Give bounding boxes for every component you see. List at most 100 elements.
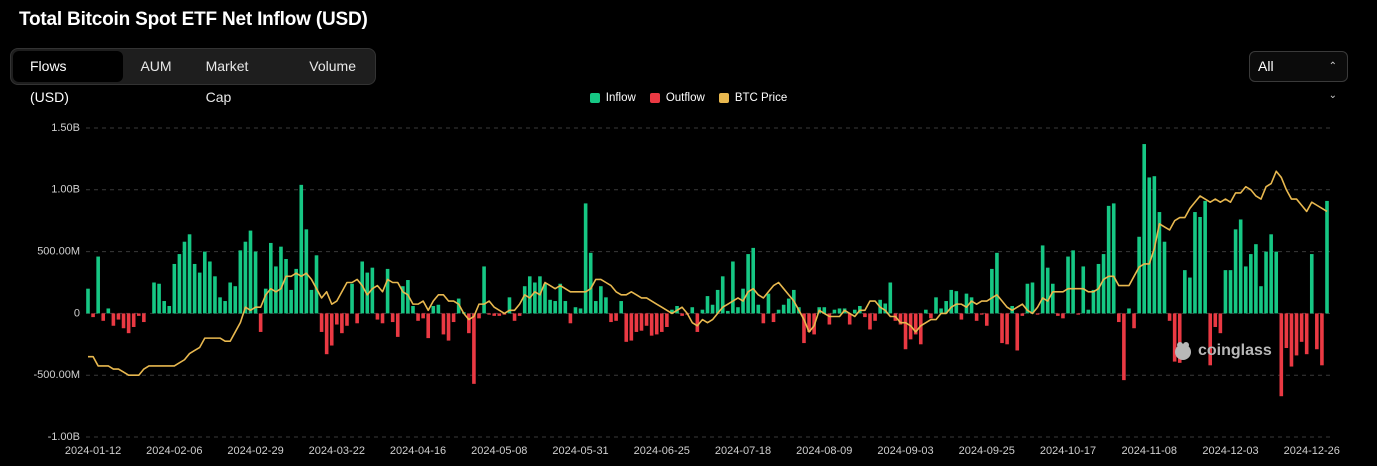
bar — [426, 313, 431, 339]
bar — [350, 283, 354, 314]
bar — [274, 266, 278, 314]
x-tick-label: 2024-12-26 — [1284, 445, 1340, 457]
bar — [208, 261, 212, 314]
bar — [1259, 286, 1263, 314]
bar — [929, 313, 933, 319]
legend-swatch — [649, 93, 660, 103]
bar — [898, 313, 903, 325]
bar — [1127, 308, 1131, 314]
bar — [979, 313, 984, 315]
bar — [1228, 270, 1233, 314]
bar — [279, 246, 283, 314]
bar — [1279, 313, 1284, 397]
bar — [868, 313, 872, 330]
bar — [1157, 212, 1162, 314]
x-tick-label: 2024-09-25 — [959, 445, 1015, 457]
bar — [497, 313, 502, 316]
tab[interactable]: Flows (USD) — [13, 51, 124, 105]
bar — [248, 230, 253, 314]
bar — [1142, 144, 1146, 314]
legend-label: Inflow — [605, 92, 636, 104]
bar — [482, 266, 486, 314]
bar — [319, 313, 324, 332]
bar — [1198, 216, 1202, 314]
bar — [918, 313, 923, 345]
bar — [1274, 251, 1279, 314]
bar — [456, 298, 461, 314]
bar — [944, 301, 948, 314]
bar — [1294, 313, 1299, 356]
bar — [786, 298, 791, 314]
bar — [1071, 250, 1075, 314]
bar — [654, 313, 659, 335]
watermark: coinglass — [1172, 340, 1272, 362]
bar — [629, 313, 634, 341]
bar — [172, 263, 177, 314]
bar — [751, 247, 756, 314]
bar — [390, 313, 395, 323]
bar — [1315, 313, 1319, 350]
bar — [1076, 313, 1080, 315]
bar — [1183, 270, 1187, 314]
bar — [421, 313, 425, 319]
bar — [258, 313, 263, 332]
bar — [1193, 212, 1197, 314]
bar — [1056, 313, 1060, 316]
bar — [639, 313, 644, 331]
bar — [614, 313, 618, 321]
bar — [883, 303, 888, 314]
y-tick-label: 1.00B — [51, 184, 80, 196]
bar — [167, 305, 172, 314]
range-select[interactable]: All ⌃ ⌄ — [1249, 51, 1348, 101]
bar — [284, 259, 288, 314]
bar — [401, 286, 405, 314]
bar — [182, 241, 187, 314]
legend-item[interactable]: Outflow — [649, 92, 705, 104]
legend-item[interactable]: BTC Price — [718, 92, 787, 104]
bar — [1167, 313, 1172, 321]
legend-item[interactable]: Inflow — [589, 92, 636, 104]
x-tick-label: 2024-11-08 — [1122, 445, 1177, 457]
bar — [1188, 277, 1192, 314]
legend-swatch — [718, 93, 729, 103]
bar — [1162, 241, 1167, 314]
bar — [659, 313, 664, 332]
bar — [995, 252, 999, 314]
bar — [781, 304, 786, 314]
bar — [1111, 203, 1116, 314]
bar — [406, 280, 410, 314]
bar — [888, 282, 893, 314]
bar — [441, 313, 446, 335]
bar — [192, 263, 197, 314]
tab-bar: Flows (USD) AUM Market Cap Volume — [10, 48, 376, 105]
bar — [807, 313, 811, 332]
bar — [847, 313, 852, 325]
bar — [202, 251, 207, 314]
bar — [1091, 289, 1096, 314]
bar — [187, 234, 192, 314]
bar — [91, 313, 95, 318]
bar — [563, 301, 568, 314]
bar — [726, 310, 730, 314]
bar — [604, 297, 608, 314]
bar — [802, 313, 806, 344]
bar — [1203, 200, 1207, 314]
bar — [609, 313, 613, 323]
bar — [213, 276, 217, 314]
bar — [345, 313, 349, 326]
bar — [837, 308, 842, 314]
bar — [1061, 313, 1065, 319]
bar — [1309, 254, 1314, 314]
watermark-icon — [1175, 342, 1191, 360]
tab[interactable]: AUM — [140, 58, 172, 74]
bar — [416, 313, 420, 321]
tab[interactable]: Volume — [309, 58, 356, 74]
bar — [512, 313, 517, 321]
bar — [1243, 266, 1248, 314]
tab[interactable]: Market Cap — [205, 58, 249, 105]
bar — [116, 313, 121, 320]
bar — [715, 289, 720, 314]
bar — [1213, 313, 1218, 327]
bar — [543, 283, 547, 314]
